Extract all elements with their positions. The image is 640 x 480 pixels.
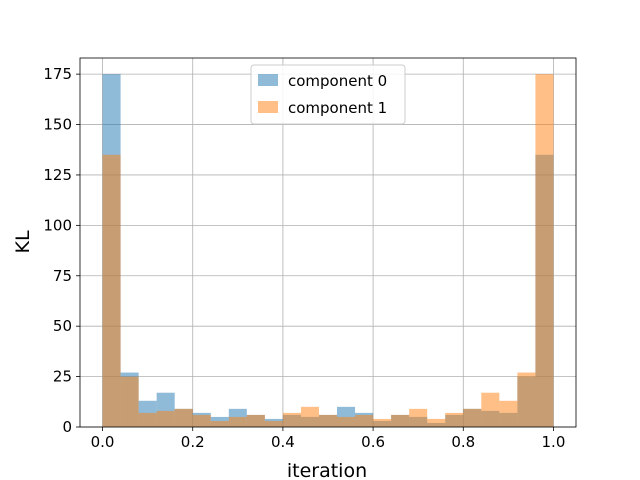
y-tick-label: 150 (43, 116, 72, 134)
legend-box (250, 64, 406, 125)
bar-series-1 (535, 74, 554, 427)
axes (79, 57, 577, 428)
y-axis-label: KL (12, 230, 34, 253)
bar-series-1 (517, 372, 536, 427)
y-tick-label: 100 (43, 216, 72, 234)
y-tick-label: 25 (53, 368, 72, 386)
y-tick-label: 175 (43, 65, 72, 83)
bar-series-1 (282, 412, 301, 427)
legend-label: component 0 (288, 72, 387, 90)
bar-series-1 (391, 414, 410, 427)
y-tick-label: 0 (62, 418, 72, 436)
x-tick-label: 0.0 (91, 433, 115, 451)
bar-series-1 (156, 410, 175, 427)
bar-series-1 (445, 412, 464, 427)
plot-frame (79, 57, 577, 428)
x-axis-ticks: 0.0 0.2 0.4 0.6 0.8 1.0 (91, 427, 566, 451)
bar-series-1 (228, 416, 247, 427)
bar-series-1 (120, 376, 139, 427)
bar-series-1 (481, 392, 500, 427)
legend: component 0 component 1 (250, 64, 406, 125)
legend-swatch (258, 101, 278, 113)
x-tick-label: 0.2 (181, 433, 205, 451)
bar-series-1 (264, 420, 283, 427)
x-axis-label: iteration (287, 460, 367, 480)
bar-series-1 (174, 408, 193, 427)
y-tick-label: 50 (53, 317, 72, 335)
x-tick-label: 0.6 (361, 433, 385, 451)
bar-series-1 (373, 418, 392, 427)
bar-series-1 (499, 400, 518, 427)
bar-series-1 (300, 406, 319, 427)
bar-series-1 (138, 412, 157, 427)
bar-series-1 (337, 416, 356, 427)
x-tick-label: 0.8 (451, 433, 475, 451)
bar-series-1 (463, 408, 482, 427)
bar-series-1 (102, 154, 121, 428)
y-axis-ticks: 0 25 50 75 100 125 150 175 (43, 65, 80, 436)
x-tick-label: 0.4 (271, 433, 295, 451)
x-tick-label: 1.0 (542, 433, 566, 451)
bar-series-1 (318, 414, 338, 427)
bar-series-1 (409, 408, 428, 427)
bar-series-1 (192, 414, 211, 427)
y-tick-label: 125 (43, 166, 72, 184)
bar-series-1 (427, 418, 446, 427)
legend-label: component 1 (288, 99, 387, 117)
bar-series-1 (355, 414, 374, 427)
bar-series-1 (246, 414, 265, 427)
histogram-bars (102, 74, 554, 428)
y-tick-label: 75 (53, 267, 72, 285)
legend-swatch (258, 74, 278, 86)
bar-series-1 (210, 420, 229, 427)
